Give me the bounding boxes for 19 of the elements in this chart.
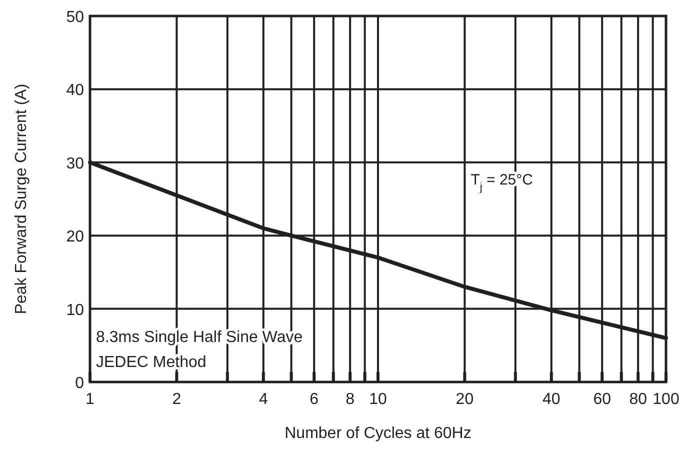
y-tick-label: 30 (66, 155, 84, 172)
x-tick-label: 1 (86, 391, 95, 408)
y-tick-label: 50 (66, 9, 84, 26)
x-tick-label: 8 (346, 391, 355, 408)
y-tick-label: 20 (66, 228, 84, 246)
x-tick-label: 20 (456, 391, 474, 408)
x-tick-label: 100 (652, 391, 680, 408)
y-tick-label: 10 (66, 302, 84, 319)
x-axis-title: Number of Cycles at 60Hz (284, 425, 472, 442)
y-tick-label: 40 (66, 82, 84, 100)
x-tick-label: 2 (172, 391, 182, 408)
x-tick-label: 4 (258, 391, 268, 408)
x-tick-label: 6 (310, 391, 319, 408)
x-tick-label: 10 (369, 391, 387, 408)
x-tick-label: 80 (629, 391, 648, 408)
y-axis-title: Peak Forward Surge Current (A) (13, 84, 30, 314)
x-tick-label: 40 (542, 391, 560, 408)
y-tick-label: 0 (75, 375, 84, 392)
x-tick-label: 60 (593, 391, 612, 408)
